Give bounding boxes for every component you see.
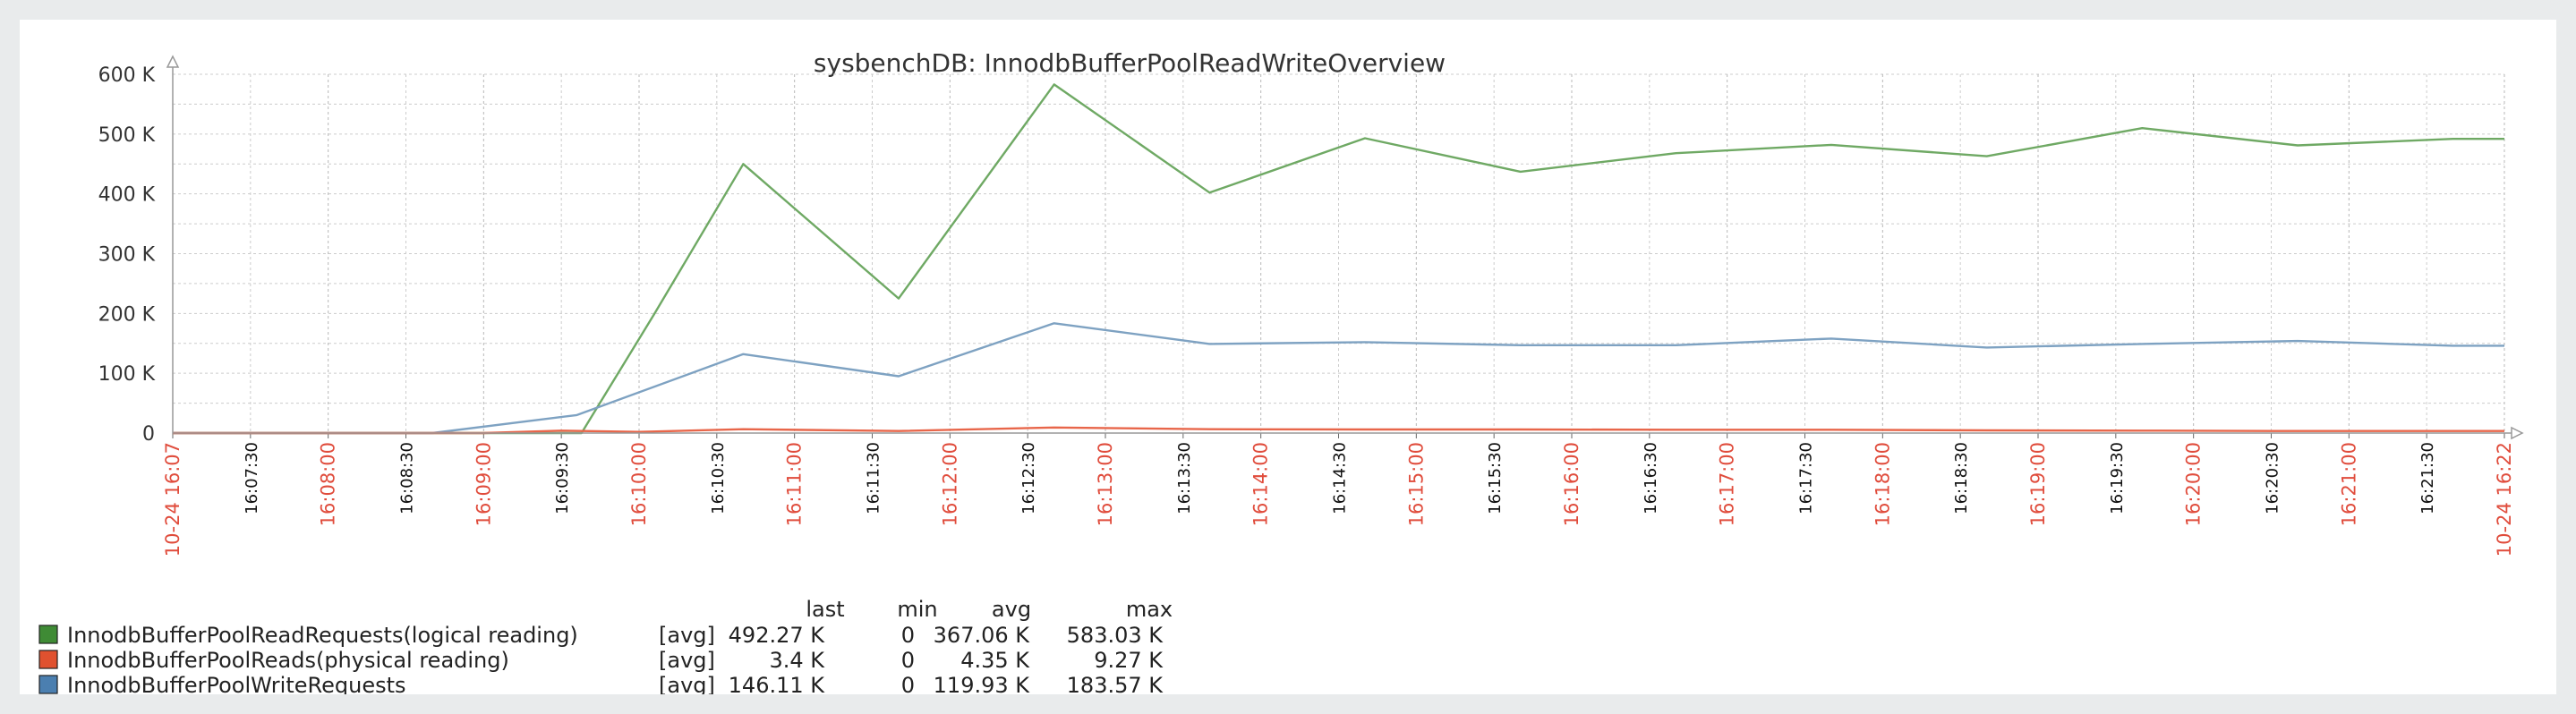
series-line-3 xyxy=(173,322,2504,435)
axes xyxy=(166,55,2524,440)
legend-header-avg: avg xyxy=(992,597,1031,622)
legend-func: [avg] xyxy=(659,623,715,648)
x-axis-labels: 10-24 16:07 16:07:30 16:08:00 16:08:30 16:09… xyxy=(162,433,2515,557)
x-axis-arrow xyxy=(2511,426,2524,440)
x-tick-label: 10-24 16:07 xyxy=(162,442,183,557)
y-tick-label: 500 K xyxy=(98,124,156,147)
x-tick-label: 16:20:00 xyxy=(2183,442,2205,526)
x-tick-label: 16:14:00 xyxy=(1250,442,1272,526)
x-tick-label: 16:09:30 xyxy=(553,442,572,514)
x-tick-label: 16:11:00 xyxy=(784,442,806,526)
y-axis-labels: 0 100 K 200 K 300 K 400 K 500 K 600 K xyxy=(98,64,156,446)
y-tick-label: 400 K xyxy=(98,184,156,207)
x-tick-label: 16:19:30 xyxy=(2108,442,2127,514)
legend-value-last: 146.11 K xyxy=(729,673,826,694)
x-tick-label: 16:16:30 xyxy=(1642,442,1660,514)
legend-value-last: 3.4 K xyxy=(769,648,825,673)
x-tick-label: 16:08:30 xyxy=(398,442,417,514)
legend-func: [avg] xyxy=(659,648,715,673)
y-axis-arrow xyxy=(166,55,180,68)
legend-func: [avg] xyxy=(659,673,715,694)
chart-title: sysbenchDB: InnodbBufferPoolReadWriteOve… xyxy=(814,48,1446,78)
grid xyxy=(172,73,2505,434)
chart-svg: sysbenchDB: InnodbBufferPoolReadWriteOve… xyxy=(38,48,2524,694)
x-tick-label: 16:20:30 xyxy=(2264,442,2282,514)
x-tick-label: 16:10:30 xyxy=(709,442,728,514)
legend-value-avg: 367.06 K xyxy=(934,623,1031,648)
legend-series-name: InnodbBufferPoolReads(physical reading) xyxy=(67,648,509,673)
legend-value-max: 9.27 K xyxy=(1094,648,1164,673)
x-tick-label: 16:14:30 xyxy=(1331,442,1350,514)
x-tick-label: 16:08:00 xyxy=(318,442,339,526)
legend-value-max: 583.03 K xyxy=(1067,623,1164,648)
legend-value-avg: 119.93 K xyxy=(934,673,1031,694)
y-tick-label: 100 K xyxy=(98,363,156,386)
legend-value-avg: 4.35 K xyxy=(960,648,1030,673)
x-tick-label: 16:18:00 xyxy=(1872,442,1893,526)
x-tick-label: 16:17:00 xyxy=(1717,442,1738,526)
x-tick-label: 16:12:30 xyxy=(1019,442,1038,514)
x-tick-label: 16:15:00 xyxy=(1405,442,1427,526)
y-tick-label: 0 xyxy=(142,423,155,446)
x-tick-label: 16:15:30 xyxy=(1486,442,1505,514)
legend-swatch xyxy=(38,625,58,644)
x-tick-label: 16:09:00 xyxy=(473,442,494,526)
x-tick-label: 16:11:30 xyxy=(865,442,883,514)
legend-header-last: last xyxy=(806,597,844,622)
legend-series-name: InnodbBufferPoolReadRequests(logical rea… xyxy=(67,623,578,648)
x-tick-label: 16:07:30 xyxy=(243,442,261,514)
x-tick-label: 16:17:30 xyxy=(1797,442,1816,514)
y-tick-label: 600 K xyxy=(98,64,156,87)
series-lines xyxy=(173,83,2504,435)
x-tick-label: 10-24 16:22 xyxy=(2494,442,2515,557)
legend-value-min: 0 xyxy=(901,623,915,648)
y-tick-label: 200 K xyxy=(98,303,156,326)
legend-value-min: 0 xyxy=(901,673,915,694)
x-tick-label: 16:18:30 xyxy=(1952,442,1971,514)
legend-header-min: min xyxy=(897,597,937,622)
series-line-1 xyxy=(173,83,2504,435)
legend-value-min: 0 xyxy=(901,648,915,673)
legend: last min avg max InnodbBufferPoolReadReq… xyxy=(38,597,1173,694)
series-line-2 xyxy=(173,426,2504,435)
legend-header-max: max xyxy=(1126,597,1173,622)
y-tick-label: 300 K xyxy=(98,244,156,267)
x-tick-label: 16:13:00 xyxy=(1095,442,1116,526)
legend-value-last: 492.27 K xyxy=(729,623,826,648)
x-tick-label: 16:10:00 xyxy=(628,442,650,526)
legend-swatch xyxy=(38,675,58,694)
x-tick-label: 16:21:00 xyxy=(2338,442,2359,526)
x-tick-label: 16:12:00 xyxy=(939,442,960,526)
x-tick-label: 16:21:30 xyxy=(2418,442,2437,514)
x-tick-label: 16:16:00 xyxy=(1561,442,1582,526)
legend-swatch xyxy=(38,650,58,669)
legend-value-max: 183.57 K xyxy=(1067,673,1164,694)
graph-panel: sysbenchDB: InnodbBufferPoolReadWriteOve… xyxy=(20,20,2556,694)
legend-series-name: InnodbBufferPoolWriteRequests xyxy=(67,673,406,694)
x-tick-label: 16:13:30 xyxy=(1175,442,1194,514)
x-tick-label: 16:19:00 xyxy=(2027,442,2049,526)
